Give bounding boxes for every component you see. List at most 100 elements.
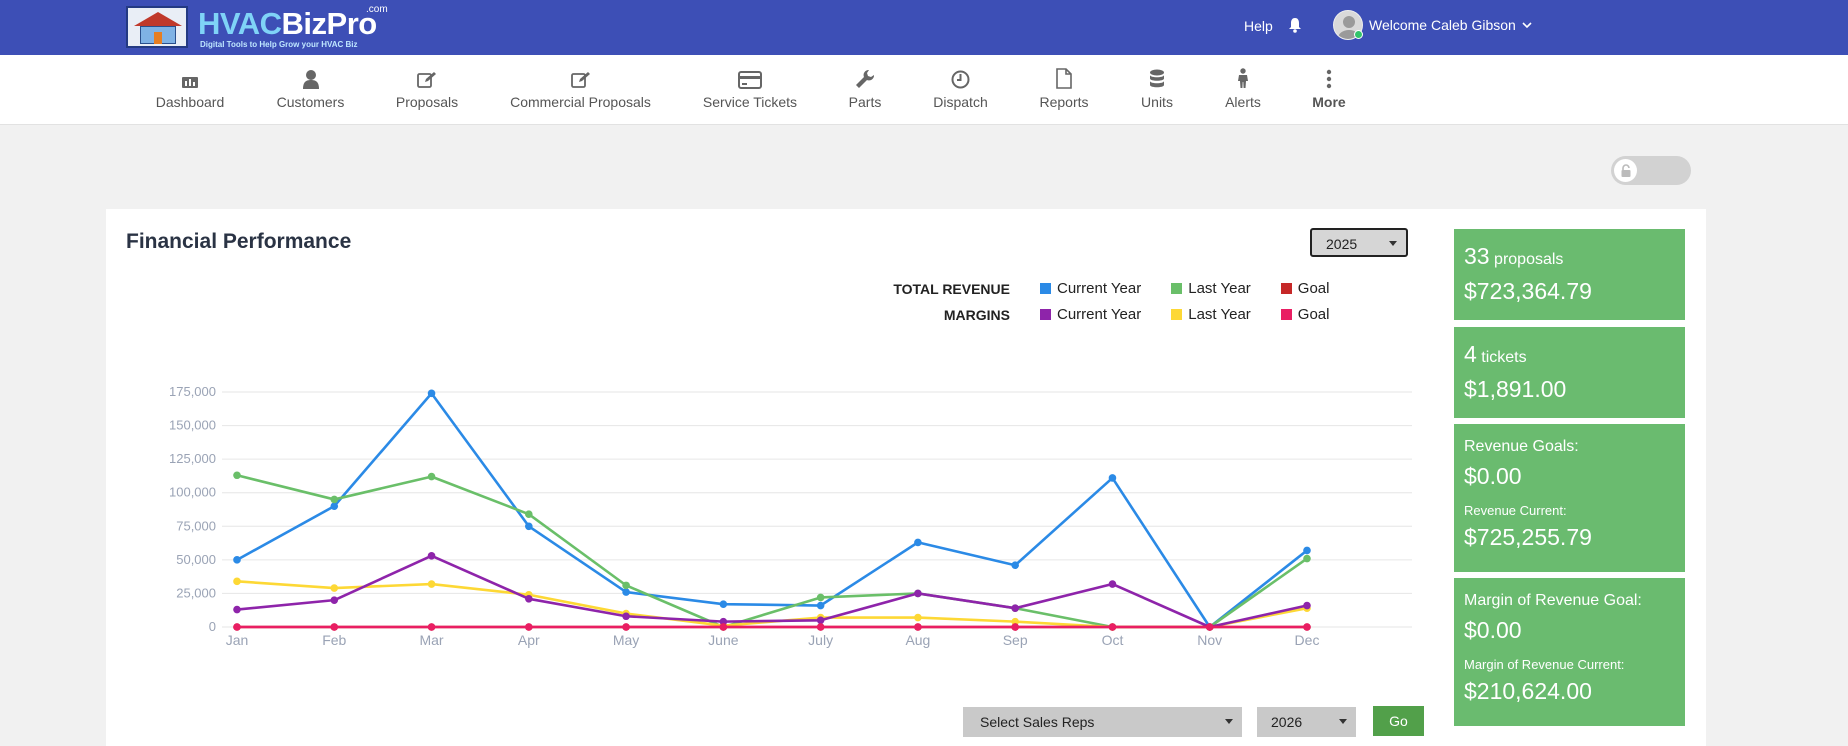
user-icon: [302, 70, 319, 89]
chevron-down-icon: [1522, 22, 1532, 29]
data-point: [427, 389, 436, 398]
data-point: [816, 623, 825, 631]
legend-swatch: [1280, 309, 1292, 320]
logo-com: .com: [366, 4, 388, 15]
proposals-card[interactable]: 33 proposals $723,364.79: [1454, 229, 1685, 320]
data-point: [525, 522, 533, 531]
nav-service-tickets[interactable]: Service Tickets: [700, 67, 800, 110]
x-tick-label: May: [613, 632, 639, 648]
year-select-value: 2025: [1326, 236, 1358, 252]
data-point: [914, 589, 922, 598]
caret-down-icon: [1339, 719, 1347, 724]
logo-house-icon: [126, 6, 188, 48]
data-point: [427, 623, 436, 631]
nav-dispatch[interactable]: Dispatch: [932, 67, 989, 110]
series-line: [236, 392, 1308, 629]
data-point: [1303, 623, 1311, 631]
legend-entry[interactable]: Current Year: [1040, 280, 1141, 297]
main-nav: Dashboard Customers Proposals Commercial…: [0, 55, 1848, 125]
caret-down-icon: [1225, 719, 1233, 724]
nav-label: Service Tickets: [702, 94, 798, 110]
data-point: [233, 471, 241, 480]
x-tick-label: Aug: [905, 632, 930, 648]
nav-reports[interactable]: Reports: [1038, 67, 1090, 110]
data-point: [1108, 623, 1117, 631]
data-point: [427, 552, 436, 560]
legend-swatch: [1280, 283, 1292, 294]
caret-down-icon: [1389, 241, 1397, 246]
financial-performance-panel: Financial Performance 2025 TOTAL REVENUE…: [106, 209, 1706, 746]
hvacbizpro-logo[interactable]: HVACBizPro .com Digital Tools to Help Gr…: [126, 4, 388, 50]
y-tick-label: 0: [209, 619, 216, 634]
data-point: [1303, 546, 1311, 555]
data-point: [330, 495, 339, 504]
legend-entry-label: Goal: [1297, 280, 1330, 297]
logo-brand-a: HVAC: [198, 6, 282, 41]
user-menu[interactable]: Welcome Caleb Gibson: [1333, 10, 1532, 40]
revenue-goals-label: Revenue Goals:: [1464, 438, 1579, 455]
y-tick-label: 50,000: [176, 552, 216, 567]
tickets-card[interactable]: 4 tickets $1,891.00: [1454, 327, 1685, 418]
help-link[interactable]: Help: [1244, 18, 1273, 34]
data-point: [719, 600, 728, 608]
nav-alerts[interactable]: Alerts: [1223, 67, 1263, 110]
nav-label: Customers: [276, 94, 345, 110]
legend-entry[interactable]: Last Year: [1171, 280, 1251, 297]
legend-swatch: [1171, 283, 1183, 294]
data-point: [622, 612, 630, 621]
nav-label: Proposals: [395, 94, 459, 110]
proposals-count: 33: [1464, 243, 1490, 269]
margin-goal-amount: $0.00: [1464, 617, 1522, 643]
y-tick-label: 100,000: [169, 485, 216, 500]
y-tick-label: 25,000: [176, 585, 216, 600]
tickets-count: 4: [1464, 341, 1477, 367]
data-point: [914, 538, 922, 547]
unlock-icon: [1621, 163, 1630, 177]
nav-parts[interactable]: Parts: [845, 67, 885, 110]
credit-card-icon: [738, 71, 762, 89]
legend-swatch: [1171, 309, 1183, 320]
legend-entry[interactable]: Current Year: [1040, 306, 1141, 323]
data-point: [719, 617, 728, 626]
legend-entry[interactable]: Goal: [1280, 280, 1330, 297]
proposals-unit: proposals: [1494, 251, 1564, 268]
year-select[interactable]: 2025: [1310, 228, 1408, 257]
bell-icon[interactable]: [1288, 17, 1302, 33]
data-point: [1205, 623, 1214, 631]
sales-reps-select[interactable]: Select Sales Reps: [963, 707, 1242, 737]
data-point: [914, 613, 922, 622]
y-tick-label: 175,000: [169, 384, 216, 399]
legend-entry-label: Last Year: [1188, 306, 1251, 323]
edit-icon: [417, 72, 436, 88]
data-point: [1108, 474, 1117, 482]
avatar: [1333, 10, 1363, 40]
legend-swatch: [1040, 283, 1051, 294]
nav-units[interactable]: Units: [1139, 67, 1175, 110]
lock-toggle[interactable]: [1611, 156, 1691, 185]
legend-entry[interactable]: Goal: [1280, 306, 1329, 323]
nav-more[interactable]: More: [1309, 67, 1349, 110]
dashboard-icon: [182, 77, 198, 88]
nav-commercial-proposals[interactable]: Commercial Proposals: [508, 67, 653, 110]
nav-dashboard[interactable]: Dashboard: [155, 67, 225, 110]
logo-brand-b: BizPro: [281, 6, 378, 41]
logo-wordmark: HVACBizPro .com Digital Tools to Help Gr…: [198, 4, 388, 50]
nav-customers[interactable]: Customers: [273, 67, 348, 110]
go-button[interactable]: Go: [1373, 706, 1424, 736]
data-point: [427, 580, 436, 588]
vertical-dots-icon: [1326, 69, 1332, 89]
margin-goal-label: Margin of Revenue Goal:: [1464, 592, 1642, 609]
x-tick-label: Feb: [322, 632, 346, 648]
person-icon: [1238, 68, 1248, 88]
filter-year-select-value: 2026: [1271, 714, 1303, 730]
data-point: [1011, 604, 1019, 612]
filter-year-select[interactable]: 2026: [1257, 707, 1356, 737]
nav-proposals[interactable]: Proposals: [393, 67, 461, 110]
data-point: [719, 623, 728, 631]
data-point: [330, 502, 339, 510]
legend-entry[interactable]: Last Year: [1171, 306, 1251, 323]
legend-swatch: [1040, 309, 1051, 320]
margin-card: Margin of Revenue Goal: $0.00 Margin of …: [1454, 578, 1685, 726]
revenue-current-label: Revenue Current:: [1464, 503, 1567, 518]
margin-current-amount: $210,624.00: [1464, 678, 1592, 704]
